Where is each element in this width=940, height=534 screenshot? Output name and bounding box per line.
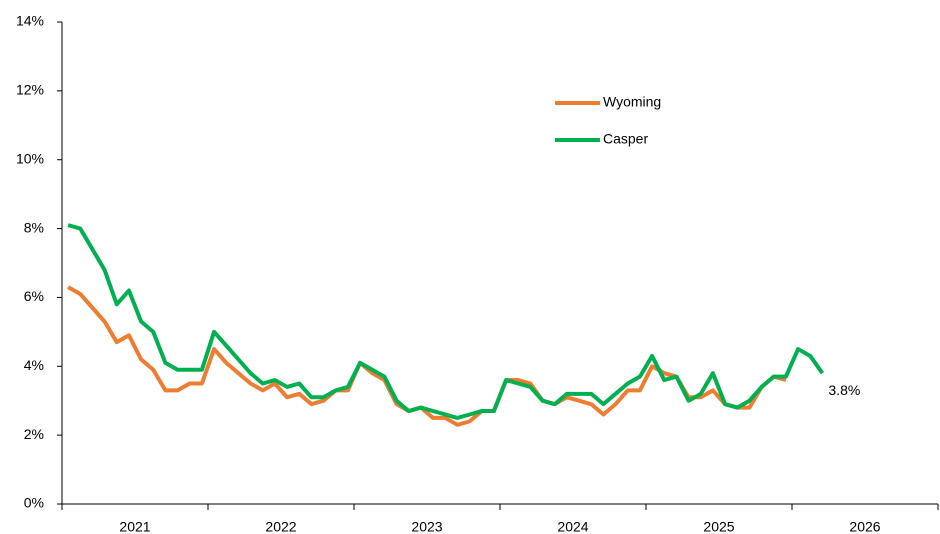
x-tick-label: 2026 — [849, 519, 880, 534]
data-label: 3.8% — [828, 382, 860, 398]
y-tick-label: 4% — [24, 357, 44, 373]
x-tick-label: 2025 — [703, 519, 734, 534]
x-tick-label: 2023 — [411, 519, 442, 534]
y-tick-label: 14% — [16, 13, 44, 29]
y-tick-label: 2% — [24, 426, 44, 442]
series-line — [67, 285, 787, 427]
x-tick-label: 2022 — [265, 519, 296, 534]
legend-label: Wyoming — [603, 94, 661, 110]
y-tick-label: 12% — [16, 82, 44, 98]
x-tick-label: 2021 — [119, 519, 150, 534]
legend-label: Casper — [603, 131, 648, 147]
y-tick-label: 6% — [24, 288, 44, 304]
y-tick-label: 8% — [24, 219, 44, 235]
y-tick-label: 10% — [16, 150, 44, 166]
series-line — [67, 223, 825, 420]
y-tick-label: 0% — [24, 495, 44, 511]
x-tick-label: 2024 — [557, 519, 588, 534]
